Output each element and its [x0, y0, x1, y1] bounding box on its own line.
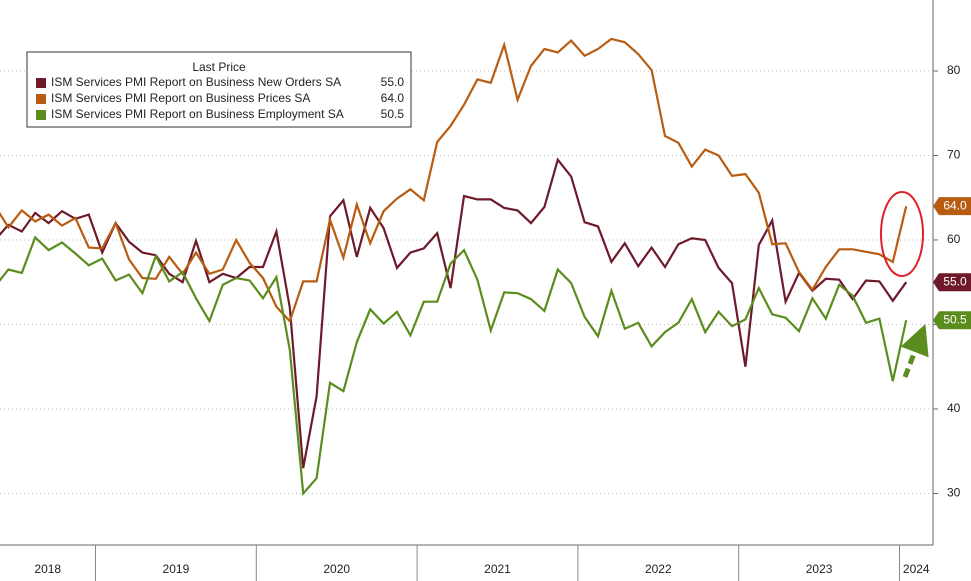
x-tick-label: 2023 — [806, 562, 833, 576]
last-value-label: 55.0 — [943, 274, 967, 288]
series-line — [0, 235, 908, 497]
y-tick-label: 40 — [947, 401, 961, 415]
legend-value: 50.5 — [381, 107, 405, 121]
y-tick-label: 60 — [947, 232, 961, 246]
legend-label: ISM Services PMI Report on Business New … — [51, 75, 341, 89]
legend-swatch — [36, 110, 46, 120]
highlight-ellipse — [880, 191, 924, 277]
legend-label: ISM Services PMI Report on Business Empl… — [51, 107, 344, 121]
y-tick-label: 30 — [947, 486, 961, 500]
last-value-label: 64.0 — [943, 198, 967, 212]
y-tick-label: 70 — [947, 148, 961, 162]
last-value-tag — [933, 311, 971, 330]
last-value-label: 50.5 — [943, 312, 967, 326]
legend-value: 55.0 — [381, 75, 405, 89]
y-tick-label: 80 — [947, 63, 961, 77]
trend-arrow — [900, 323, 929, 378]
x-tick-label: 2022 — [645, 562, 672, 576]
legend-label: ISM Services PMI Report on Business Pric… — [51, 91, 310, 105]
legend-box — [26, 51, 412, 128]
legend-swatch — [36, 78, 46, 88]
x-tick-label: 2018 — [34, 562, 61, 576]
x-tick-label: 2020 — [323, 562, 350, 576]
last-value-tag — [933, 273, 971, 292]
legend-swatch — [36, 94, 46, 104]
legend-title: Last Price — [192, 60, 246, 74]
series-line — [0, 157, 908, 469]
x-tick-label: 2019 — [163, 562, 190, 576]
legend: Last Price ISM Services PMI Report on Bu… — [26, 51, 412, 128]
legend-value: 64.0 — [381, 91, 405, 105]
last-value-tag — [933, 197, 971, 216]
x-tick-label: 2021 — [484, 562, 511, 576]
x-tick-label: 2024 — [903, 562, 930, 576]
